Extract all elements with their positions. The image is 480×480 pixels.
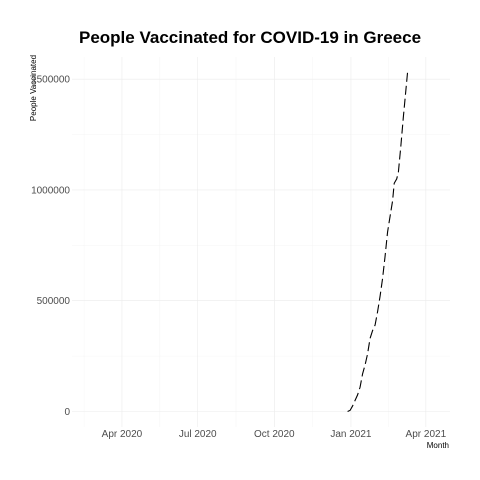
chart-title: People Vaccinated for COVID-19 in Greece <box>79 28 421 47</box>
x-axis-label: Month <box>427 441 449 450</box>
x-tick-label: Apr 2021 <box>406 429 447 440</box>
x-tick-label: Apr 2020 <box>102 429 143 440</box>
y-axis-label: People Vaccinated <box>29 55 38 121</box>
grid-lines <box>72 57 450 427</box>
x-tick-label: Jan 2021 <box>330 429 372 440</box>
y-tick-label: 500000 <box>37 296 71 307</box>
series-line <box>347 72 409 412</box>
tick-labels: Apr 2020 Jul 2020 Oct 2020 Jan 2021 Apr 2021… <box>31 75 447 440</box>
y-tick-label: 1000000 <box>31 185 70 196</box>
series-layer <box>347 72 409 412</box>
x-tick-label: Oct 2020 <box>254 429 295 440</box>
y-tick-label: 1500000 <box>31 75 70 86</box>
x-tick-label: Jul 2020 <box>179 429 217 440</box>
y-tick-label: 0 <box>64 407 70 418</box>
